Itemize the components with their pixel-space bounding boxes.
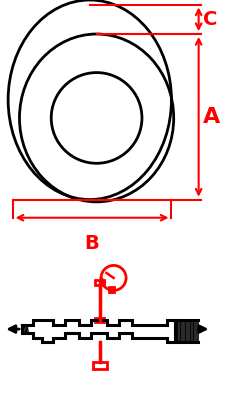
- Text: A: A: [203, 107, 220, 127]
- Text: B: B: [85, 234, 99, 252]
- Text: C: C: [203, 10, 218, 29]
